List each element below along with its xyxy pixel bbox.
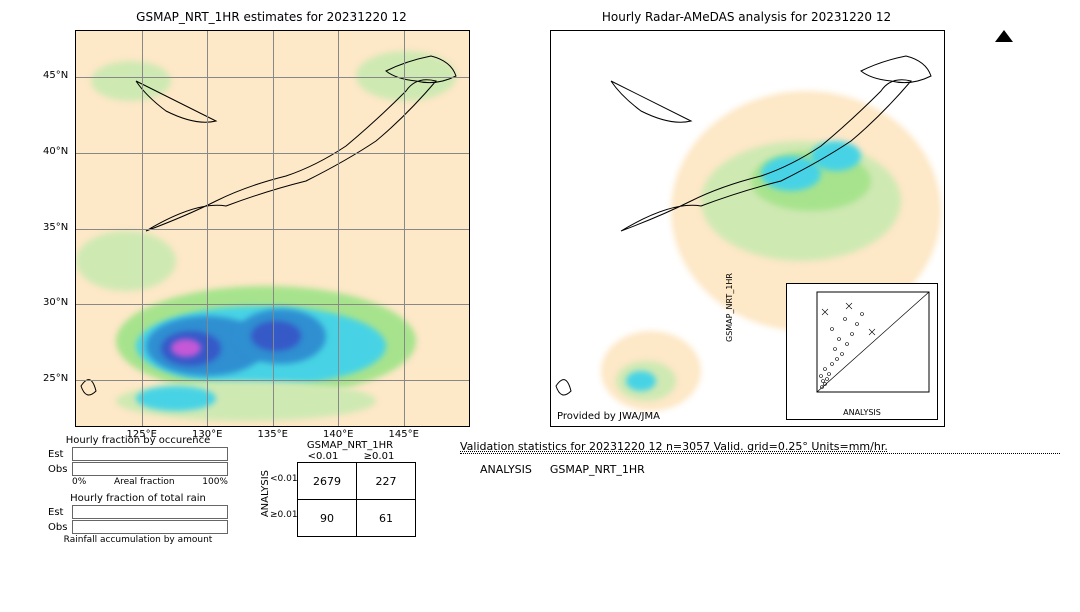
contingency-row1-hdr: ≥0.01 <box>270 510 298 520</box>
totalrain-est-label: Est <box>48 507 72 518</box>
map-right-title: Hourly Radar-AMeDAS analysis for 2023122… <box>550 10 943 24</box>
ytick-label: 40°N <box>43 146 68 157</box>
scatter-ylabel: GSMAP_NRT_1HR <box>725 273 734 342</box>
occurrence-panel: Hourly fraction by occurence Est Obs 0% … <box>48 435 228 545</box>
validation-header: Validation statistics for 20231220 12 n=… <box>460 440 1060 454</box>
occurrence-axis-0: 0% <box>72 477 86 487</box>
occurrence-obs-bar <box>72 462 228 476</box>
contingency-col-header: GSMAP_NRT_1HR <box>284 440 416 451</box>
ct-cell-01: 227 <box>357 463 416 500</box>
totalrain-obs-bar <box>72 520 228 534</box>
scatter-inset: GSMAP_NRT_1HR ANALYSIS <box>786 283 938 420</box>
totalrain-footer: Rainfall accumulation by amount <box>48 535 228 545</box>
ct-cell-10: 90 <box>298 500 357 537</box>
totalrain-est-bar <box>72 505 228 519</box>
totalrain-obs-label: Obs <box>48 522 72 533</box>
ct-cell-00: 2679 <box>298 463 357 500</box>
occurrence-obs-label: Obs <box>48 464 72 475</box>
validation-col-gsmap: GSMAP_NRT_1HR <box>550 460 661 479</box>
occurrence-axis-2: 100% <box>202 477 228 487</box>
ytick-label: 25°N <box>43 373 68 384</box>
map-left-title: GSMAP_NRT_1HR estimates for 20231220 12 <box>75 10 468 24</box>
occurrence-est-bar <box>72 447 228 461</box>
xtick-label: 145°E <box>389 429 419 440</box>
ytick-label: 45°N <box>43 70 68 81</box>
validation-panel: Validation statistics for 20231220 12 n=… <box>460 440 1060 481</box>
occurrence-est-label: Est <box>48 449 72 460</box>
contingency-panel: GSMAP_NRT_1HR ANALYSIS <0.01 ≥0.01 26792… <box>260 440 416 537</box>
xtick-label: 125°E <box>127 429 157 440</box>
map-right: Provided by JWA/JMA GSMAP_NRT_1HR ANALYS… <box>550 30 945 427</box>
validation-col-analysis: ANALYSIS <box>480 460 548 479</box>
occurrence-axis-1: Areal fraction <box>114 477 175 487</box>
colorbar-arrow-icon <box>995 30 1013 42</box>
map-attribution: Provided by JWA/JMA <box>557 411 660 422</box>
totalrain-title: Hourly fraction of total rain <box>48 493 228 504</box>
validation-table: ANALYSIS GSMAP_NRT_1HR <box>460 458 663 481</box>
xtick-label: 135°E <box>258 429 288 440</box>
contingency-col0: <0.01 <box>295 451 351 462</box>
contingency-col1: ≥0.01 <box>351 451 407 462</box>
xtick-label: 130°E <box>192 429 222 440</box>
colorbar <box>995 42 1013 425</box>
contingency-row0-hdr: <0.01 <box>270 474 298 484</box>
ct-cell-11: 61 <box>357 500 416 537</box>
scatter-xlabel: ANALYSIS <box>787 408 937 417</box>
ytick-label: 35°N <box>43 222 68 233</box>
map-left <box>75 30 470 427</box>
xtick-label: 140°E <box>323 429 353 440</box>
contingency-table: 2679227 9061 <box>297 462 416 537</box>
ytick-label: 30°N <box>43 297 68 308</box>
